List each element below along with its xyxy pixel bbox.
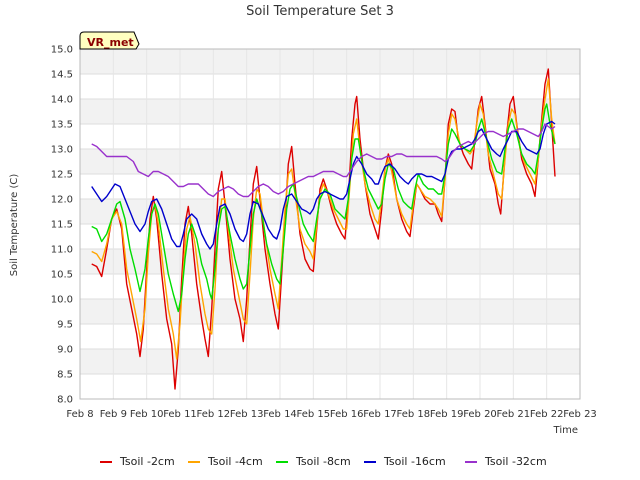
background-band — [80, 124, 580, 149]
x-tick-label: Feb 16 — [330, 409, 364, 420]
y-tick-label: 9.0 — [57, 345, 73, 356]
legend-label: Tsoil -2cm — [119, 455, 175, 468]
background-band — [80, 349, 580, 374]
x-tick-label: Feb 18 — [397, 409, 431, 420]
badge-box — [79, 31, 140, 50]
y-tick-label: 11.0 — [51, 245, 73, 256]
y-tick-label: 15.0 — [51, 45, 73, 56]
x-tick-label: Feb 20 — [463, 409, 497, 420]
x-tick-label: Feb 22 — [530, 409, 564, 420]
legend-label: Tsoil -8cm — [295, 455, 351, 468]
plot-frame — [79, 48, 581, 400]
background-band — [80, 374, 580, 399]
series-line — [91, 68, 556, 390]
y-tick-label: 8.5 — [57, 370, 73, 381]
background-band — [80, 224, 580, 249]
series-layer — [91, 68, 556, 390]
vr-met-badge: VR_met — [79, 31, 140, 50]
y-tick-label: 14.0 — [51, 95, 73, 106]
background-band — [80, 249, 580, 274]
badge-label: VR_met — [87, 36, 134, 49]
y-tick-label: 8.0 — [57, 395, 73, 406]
background-band — [80, 99, 580, 124]
y-tick-label: 13.0 — [51, 145, 73, 156]
x-tick-label: Feb 10 — [130, 409, 164, 420]
legend-label: Tsoil -16cm — [383, 455, 446, 468]
series-line — [91, 103, 556, 313]
x-axis-label: Time — [553, 425, 578, 436]
x-tick-label: Feb 12 — [197, 409, 231, 420]
y-axis-label: Soil Temperature (C) — [9, 174, 20, 277]
x-axis-ticks: Feb 8 Feb 9 Feb 10 Feb 11 Feb 12 Feb 13 Feb 14… — [66, 409, 596, 420]
background-band — [80, 49, 580, 74]
x-tick-label: Feb 14 — [263, 409, 297, 420]
legend-label: Tsoil -32cm — [484, 455, 547, 468]
y-tick-label: 14.5 — [51, 70, 73, 81]
y-tick-label: 10.5 — [51, 270, 73, 281]
y-tick-label: 10.0 — [51, 295, 73, 306]
x-tick-label: Feb 13 — [230, 409, 264, 420]
x-tick-label: Feb 23 — [563, 409, 597, 420]
x-tick-label: Feb 11 — [163, 409, 197, 420]
background-band — [80, 299, 580, 324]
x-tick-label: Feb 17 — [363, 409, 397, 420]
background-band — [80, 324, 580, 349]
y-tick-label: 9.5 — [57, 320, 73, 331]
y-tick-label: 13.5 — [51, 120, 73, 131]
background-band — [80, 74, 580, 99]
series-line — [91, 120, 556, 250]
legend-label: Tsoil -4cm — [207, 455, 263, 468]
plot-background — [80, 49, 580, 399]
legend: Tsoil -2cm Tsoil -4cm Tsoil -8cm Tsoil -16c… — [100, 455, 547, 468]
x-tick-label: Feb 15 — [297, 409, 331, 420]
y-axis-ticks: 8.0 8.5 9.0 9.5 10.0 10.5 11.0 11.5 12.0 12.5 13.0… — [51, 45, 73, 406]
x-tick-label: Feb 19 — [430, 409, 464, 420]
y-tick-label: 12.0 — [51, 195, 73, 206]
y-tick-label: 11.5 — [51, 220, 73, 231]
background-band — [80, 274, 580, 299]
y-tick-label: 12.5 — [51, 170, 73, 181]
x-tick-label: Feb 9 — [100, 409, 127, 420]
x-tick-label: Feb 8 — [66, 409, 93, 420]
series-line — [91, 123, 556, 198]
x-tick-label: Feb 21 — [497, 409, 531, 420]
chart-title: Soil Temperature Set 3 — [246, 4, 394, 19]
